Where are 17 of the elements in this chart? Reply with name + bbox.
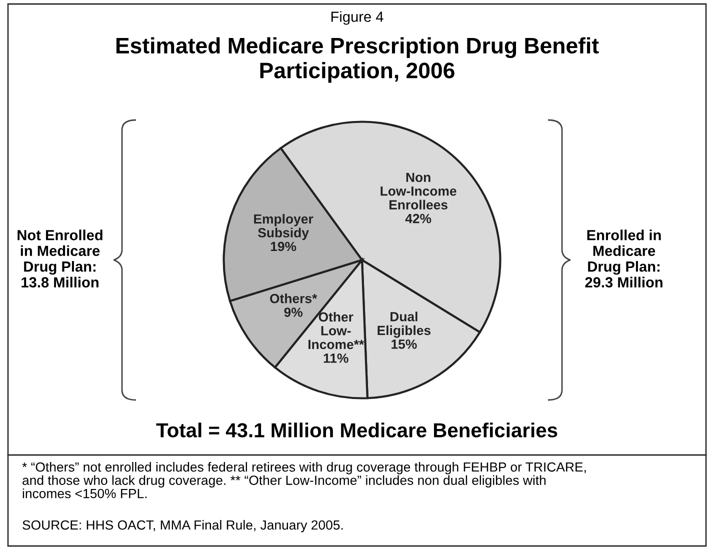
source-note: SOURCE: HHS OACT, MMA Final Rule, January 2005. bbox=[22, 520, 343, 532]
slice-label: Dual Eligibles bbox=[378, 312, 431, 338]
data-label: 42% bbox=[405, 214, 432, 224]
chart-subtitle: Figure 4 bbox=[331, 11, 384, 25]
chart-title: Estimated Medicare Prescription Drug Benefit Participation, 2006 bbox=[116, 37, 599, 83]
data-label: 9% bbox=[284, 308, 303, 317]
slice-label: Non Low-Income Enrollees bbox=[380, 172, 456, 210]
data-label: 11% bbox=[324, 354, 348, 363]
text: Enrolled in Medicare Drug Plan: 29.3 Million bbox=[585, 230, 662, 288]
slice-label: Employer Subsidy bbox=[254, 214, 314, 240]
text: Not Enrolled in Medicare Drug Plan: 13.8 Million bbox=[18, 230, 102, 288]
text: Total = 43.1 Million Medicare Beneficiaries bbox=[156, 422, 558, 438]
slice-label: Others* bbox=[270, 294, 318, 304]
text: * “Others” not enrolled includes federal retirees with drug coverage through FEHBP or TRICARE, and those who lack drug coverage. ** “Other Low-Income” includes non dual eligibles with incomes <150% FPL. bbox=[22, 462, 586, 498]
data-label: 15% bbox=[392, 340, 417, 349]
slice-label: Other Low- Income** bbox=[308, 312, 364, 350]
data-label: 19% bbox=[270, 242, 296, 252]
